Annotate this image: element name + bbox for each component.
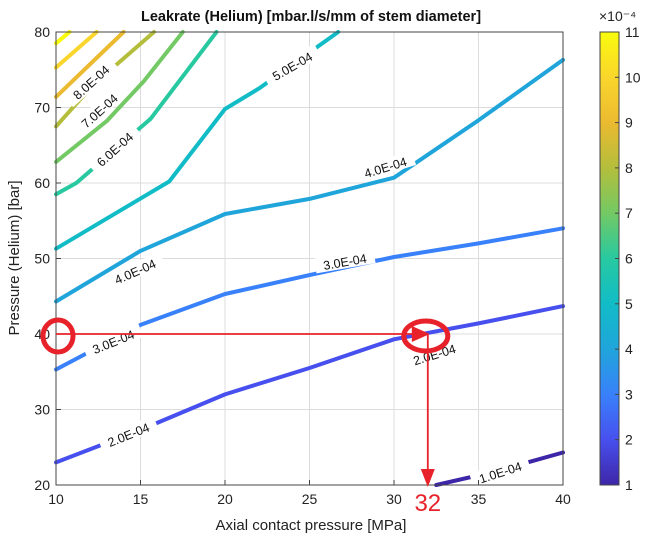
contour-label-background [262,43,322,87]
colorbar-tick-label: 1 [625,477,633,493]
contour-line [54,30,185,164]
contour-label-background [403,337,466,370]
contour-label-background [86,123,142,175]
x-tick-label: 20 [217,491,233,507]
colorbar-exponent-label: ×10⁻⁴ [599,8,636,24]
chart-title: Leakrate (Helium) [mbar.l/s/mm of stem d… [141,9,481,25]
colorbar-tick-label: 11 [625,24,640,40]
result-value-label: 32 [414,490,441,517]
x-tick-label: 40 [555,491,571,507]
colorbar-tick-label: 8 [625,160,633,176]
colorbar-tick-label: 3 [625,386,633,402]
contour-line [54,30,126,99]
y-tick-label: 50 [34,251,50,267]
contour-line [54,30,99,70]
contour-label-background [63,55,118,108]
contour-label-background [104,251,166,290]
x-tick-label: 35 [471,491,487,507]
colorbar-tick-label: 6 [625,251,633,267]
x-tick-label: 30 [386,491,402,507]
start-highlight-circle [40,317,76,355]
contour-label-background [469,455,531,488]
contour-line [54,30,72,46]
intersection-highlight-circle [401,318,451,354]
colorbar-tick-label: 7 [625,205,633,221]
contour-label-background [82,322,144,360]
y-axis-label: Pressure (Helium) [bar] [6,180,23,335]
y-tick-label: 80 [34,24,50,40]
x-axis-label: Axial contact pressure [MPa] [216,517,407,534]
colorbar-tick-label: 4 [625,341,633,357]
colorbar-tick-label: 10 [625,69,641,85]
x-tick-label: 25 [302,491,318,507]
x-tick-label: 15 [133,491,149,507]
contour-line [54,57,565,304]
plot-area: 1.0E-042.0E-042.0E-043.0E-043.0E-044.0E-… [34,24,571,517]
y-tick-label: 70 [34,100,50,116]
y-tick-label: 30 [34,402,50,418]
colorbar: 1 2 3 4 5 6 7 8 9 10 11 [599,24,641,493]
colorbar-tick-label: 5 [625,296,633,312]
horizontal-arrow-head [411,326,430,342]
y-tick-label: 60 [34,175,50,191]
contour-label-background [313,248,376,274]
contour-label-background [354,150,417,183]
contour-label-background [71,84,127,136]
colorbar-tick-label: 2 [625,432,633,448]
contour-line [54,226,565,372]
contour-label-background [97,415,159,453]
vertical-arrow-head [420,469,435,487]
y-tick-label: 20 [34,477,50,493]
colorbar-tick-label: 9 [625,115,633,131]
x-tick-label: 10 [48,491,64,507]
